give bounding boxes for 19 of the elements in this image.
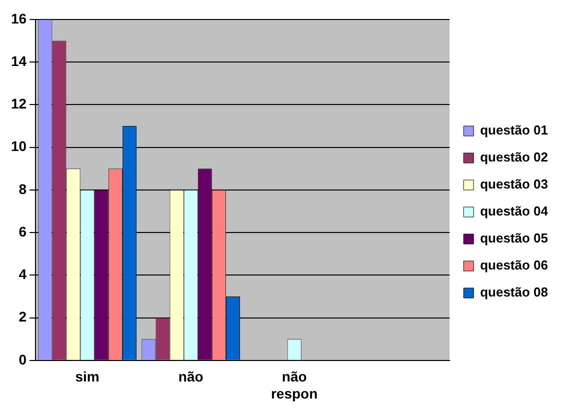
x-tick-label: não xyxy=(178,368,204,385)
y-tick-label: 8 xyxy=(18,180,27,197)
legend-label: questão 01 xyxy=(480,122,548,138)
legend-label: questão 03 xyxy=(480,176,548,192)
y-tick-label: 4 xyxy=(18,266,27,282)
legend-label: questão 08 xyxy=(480,284,548,300)
y-tick-label: 10 xyxy=(10,138,27,154)
y-tick-label: 16 xyxy=(10,10,27,26)
legend-label: questão 04 xyxy=(480,204,549,219)
y-tick-label: 12 xyxy=(10,96,27,112)
legend-label: questão 06 xyxy=(480,258,548,273)
y-tick-label: 0 xyxy=(18,351,27,368)
x-tick-label: não respon xyxy=(270,368,318,402)
y-tick-label: 6 xyxy=(18,223,27,240)
y-tick-label: 2 xyxy=(18,308,27,325)
legend-label: questão 05 xyxy=(480,230,548,246)
legend-label: questão 02 xyxy=(480,150,548,165)
x-tick-label: sim xyxy=(75,368,100,385)
y-tick-label: 14 xyxy=(10,52,27,69)
